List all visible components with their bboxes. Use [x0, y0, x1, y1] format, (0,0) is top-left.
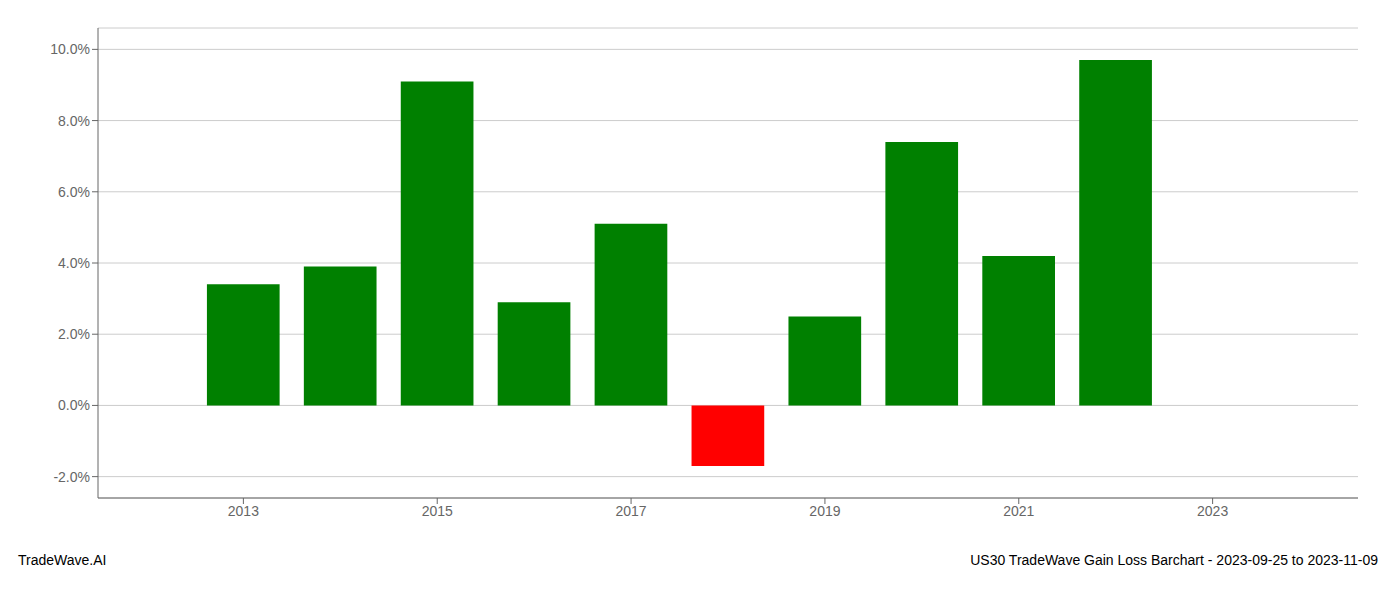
- svg-text:4.0%: 4.0%: [58, 255, 90, 271]
- svg-text:2.0%: 2.0%: [58, 326, 90, 342]
- svg-text:2023: 2023: [1197, 503, 1228, 519]
- svg-text:0.0%: 0.0%: [58, 397, 90, 413]
- svg-text:2015: 2015: [422, 503, 453, 519]
- svg-text:2019: 2019: [809, 503, 840, 519]
- html-text:TradeWave.AI: TradeWave.AI: [18, 552, 107, 568]
- svg-text:8.0%: 8.0%: [58, 113, 90, 129]
- svg-text:-2.0%: -2.0%: [53, 469, 90, 485]
- svg-text:6.0%: 6.0%: [58, 184, 90, 200]
- svg-text:2017: 2017: [615, 503, 646, 519]
- svg-text:10.0%: 10.0%: [50, 41, 90, 57]
- html-text:US30 TradeWave Gain Loss Barch: US30 TradeWave Gain Loss Barchart - 2023…: [970, 552, 1378, 568]
- svg-text:2021: 2021: [1003, 503, 1034, 519]
- svg-text:2013: 2013: [228, 503, 259, 519]
